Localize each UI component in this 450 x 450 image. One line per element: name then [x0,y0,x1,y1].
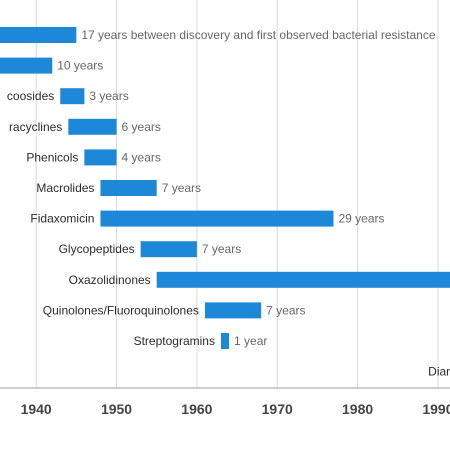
value-label-2: 3 years [89,89,128,103]
bar-6 [100,210,334,227]
category-label-6: Fidaxomicin [30,212,94,226]
value-label-10: 1 year [234,334,267,348]
bar-9 [204,302,262,319]
x-tick-label-1960: 1960 [181,401,212,417]
value-label-6: 29 years [338,212,384,226]
category-label-3: racyclines [9,120,62,134]
x-tick-label-1970: 1970 [262,401,293,417]
category-label-10: Streptogramins [134,334,215,348]
bar-3 [68,118,117,135]
value-label-3: 6 years [122,120,161,134]
value-label-9: 7 years [266,303,305,317]
category-label-11: Diarylquino [428,365,450,379]
bar-7 [140,241,197,258]
value-label-7: 7 years [202,242,241,256]
bar-4 [84,149,117,166]
bar-0 [0,27,77,43]
bars [0,27,450,349]
category-label-7: Glycopeptides [59,242,135,256]
category-label-4: Phenicols [26,150,78,164]
bar-1 [0,57,53,74]
labels: 17 years between discovery and first obs… [7,28,450,379]
value-label-5: 7 years [162,181,201,195]
x-axis: 1940 1950 1960 1970 1980 1990 [0,387,450,417]
x-tick-label-1940: 1940 [21,401,52,417]
category-label-5: Macrolides [36,181,94,195]
grid-lines [35,0,439,388]
value-label-4: 4 years [122,150,161,164]
value-label-0: 17 years between discovery and first obs… [81,28,436,42]
bar-8 [156,271,450,288]
x-tick-label-1980: 1980 [342,401,373,417]
bar-10 [220,333,230,349]
category-label-8: Oxazolidinones [69,273,151,287]
bar-5 [100,180,157,196]
bar-2 [60,88,85,105]
value-label-1: 10 years [57,59,103,73]
x-tick-label-1990: 1990 [422,401,450,417]
category-label-2: coosides [7,89,54,103]
x-tick-label-1950: 1950 [101,401,132,417]
category-label-9: Quinolones/Fluoroquinolones [43,303,199,317]
